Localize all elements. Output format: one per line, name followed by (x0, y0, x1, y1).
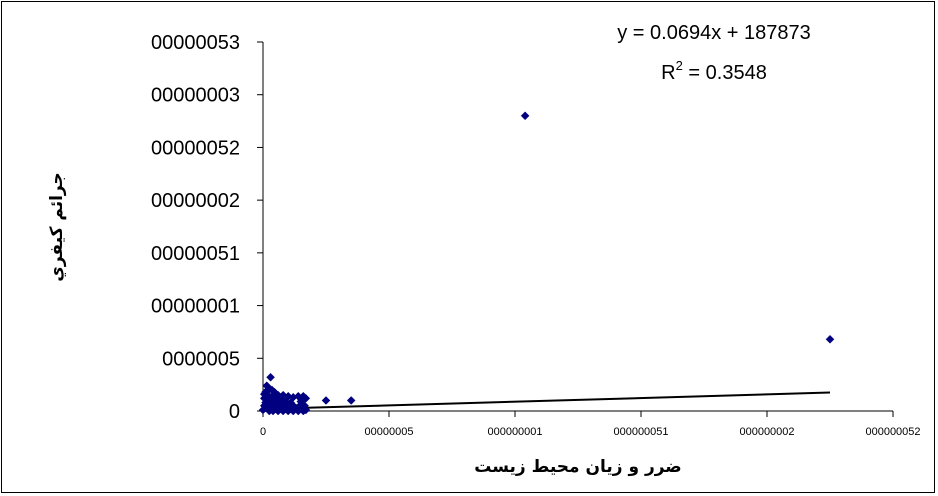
trendline (262, 391, 831, 411)
y-tick-label: 0000005 (162, 348, 240, 370)
x-axis-title: ضرر و زيان محيط زيست (474, 457, 681, 477)
data-point (300, 401, 309, 411)
data-point (277, 395, 287, 404)
axes (262, 42, 893, 412)
y-axis-title: جرائم کيفري (47, 172, 67, 282)
trendline-equation: y = 0.0694x + 187873 (617, 22, 811, 44)
data-points (258, 111, 835, 416)
r-squared-label: R2 = 0.3548 (661, 58, 767, 84)
x-tick-label: 00000005 (365, 426, 414, 438)
data-point (321, 396, 331, 405)
y-tick-label: 0 (229, 401, 240, 423)
r-squared-symbol: R (661, 62, 675, 84)
r-squared-exponent: 2 (676, 58, 683, 73)
data-point (346, 396, 356, 405)
x-tick-label: 0 (260, 426, 266, 438)
x-ticks: 0 00000005 000000001 000000051 000000002 0000… (260, 411, 921, 438)
y-tick-label: 00000051 (151, 243, 240, 265)
data-point (267, 385, 277, 395)
y-tick-label: 00000052 (151, 137, 240, 159)
x-tick-label: 000000002 (739, 426, 794, 438)
r-squared-value: = 0.3548 (683, 62, 767, 84)
y-tick-label: 00000002 (151, 190, 240, 212)
y-tick-label: 00000003 (151, 85, 240, 107)
y-tick-label: 00000053 (151, 32, 240, 54)
data-point (520, 111, 530, 121)
x-tick-label: 000000051 (613, 426, 668, 438)
data-point (825, 334, 835, 344)
trendline-group (262, 391, 831, 411)
x-tick-label: 000000001 (487, 426, 542, 438)
x-tick-label: 000000052 (865, 426, 920, 438)
data-point (266, 372, 275, 382)
y-tick-label: 00000001 (151, 296, 240, 318)
y-ticks: 0 0000005 00000001 00000051 00000002 00000052… (151, 32, 263, 423)
data-point (259, 393, 269, 403)
